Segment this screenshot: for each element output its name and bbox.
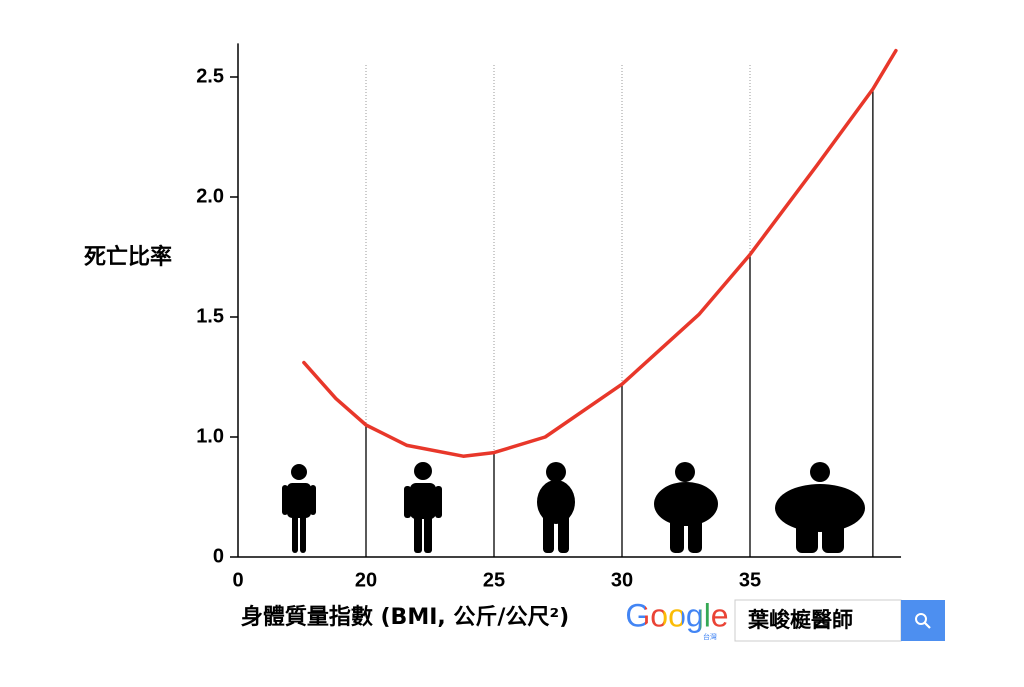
search-icon xyxy=(915,613,927,625)
y-tick-label: 2.5 xyxy=(196,65,224,87)
search-box[interactable] xyxy=(734,599,902,642)
x-tick-label: 30 xyxy=(611,569,633,591)
figure-overweight xyxy=(537,462,575,553)
x-tick-label: 20 xyxy=(355,569,377,591)
y-axis-label: 死亡比率 xyxy=(84,244,172,270)
y-tick-label: 2.0 xyxy=(196,185,224,207)
search-button[interactable] xyxy=(901,600,945,641)
figure-obese xyxy=(654,462,718,553)
y-tick-label: 0 xyxy=(213,545,224,567)
plot-area: 0 1.0 1.5 2.0 2.5 0 20 25 30 35 xyxy=(196,43,902,591)
x-tick-label: 35 xyxy=(739,569,761,591)
search-logo-sub: 台灣 xyxy=(703,632,717,641)
y-tick-label: 1.0 xyxy=(196,425,224,447)
x-tick-label: 25 xyxy=(483,569,505,591)
search-logo: Google xyxy=(625,597,728,633)
figure-severely-obese xyxy=(775,462,865,553)
figure-normal xyxy=(404,462,442,553)
body-figures xyxy=(282,462,865,553)
search-widget: Google 台灣 葉峻榳醫師 xyxy=(625,597,945,642)
x-axis-label: 身體質量指數 (BMI, 公斤/公尺²) xyxy=(241,604,569,630)
y-tick-label: 1.5 xyxy=(196,305,224,327)
search-query[interactable]: 葉峻榳醫師 xyxy=(747,608,853,632)
x-tick-label: 0 xyxy=(232,569,243,591)
figure-underweight xyxy=(282,464,316,553)
curve xyxy=(302,48,898,458)
search-icon xyxy=(924,622,931,629)
